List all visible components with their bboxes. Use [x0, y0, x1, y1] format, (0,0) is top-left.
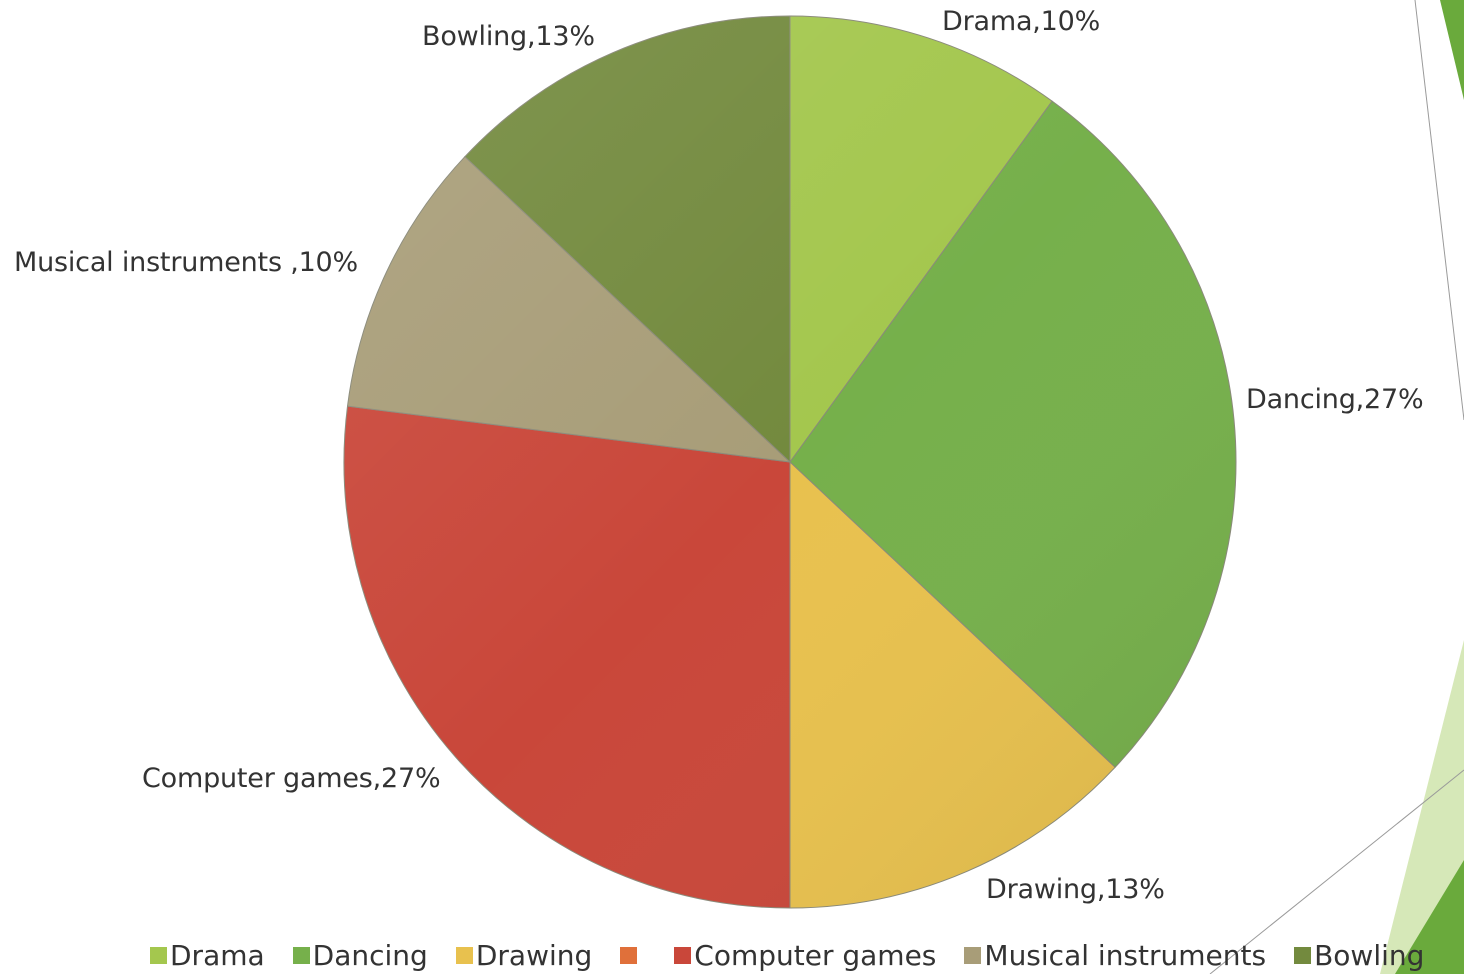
data-label-computer-games: Computer games,27%	[142, 763, 441, 794]
legend-label: Drawing	[475, 938, 593, 972]
data-label-drama: Drama,10%	[942, 6, 1101, 37]
legend-label: Musical instruments	[984, 938, 1267, 972]
corner-accent-bottom	[1395, 860, 1464, 974]
legend-swatch	[1294, 946, 1312, 964]
legend-swatch	[964, 946, 982, 964]
data-label-bowling: Bowling,13%	[422, 21, 595, 52]
data-label-dancing: Dancing,27%	[1246, 384, 1424, 415]
corner-accent-light	[1380, 640, 1464, 974]
accent-line-top	[1414, 0, 1464, 421]
legend-swatch	[292, 946, 310, 964]
accent-line-bottom	[1209, 769, 1464, 974]
legend-label: Bowling	[1314, 938, 1425, 972]
legend-item-drama: Drama	[150, 939, 265, 972]
legend-label: Drama	[170, 938, 265, 972]
legend-item-bowling: Bowling	[1294, 939, 1424, 972]
legend-item-dancing: Dancing	[292, 938, 428, 972]
chart-legend: Drama Dancing Drawing Computer games Mus…	[150, 936, 1424, 974]
legend-label: Dancing	[312, 938, 428, 972]
legend-item-unlabeled	[620, 946, 640, 964]
legend-swatch	[150, 946, 167, 964]
legend-item-drawing: Drawing	[455, 938, 593, 972]
legend-label: Computer games	[694, 938, 937, 972]
legend-swatch	[455, 946, 473, 964]
pie-slice-computer-games	[343, 405, 791, 909]
data-label-drawing: Drawing,13%	[986, 874, 1165, 905]
pie-slices	[343, 15, 1237, 909]
legend-item-computer-games: Computer games	[674, 939, 936, 972]
legend-item-musical-instruments: Musical instruments	[964, 939, 1266, 972]
legend-swatch	[620, 946, 638, 964]
data-label-musical-instruments: Musical instruments ,10%	[14, 247, 358, 278]
legend-swatch	[674, 946, 692, 964]
corner-accent-top	[1440, 0, 1464, 100]
